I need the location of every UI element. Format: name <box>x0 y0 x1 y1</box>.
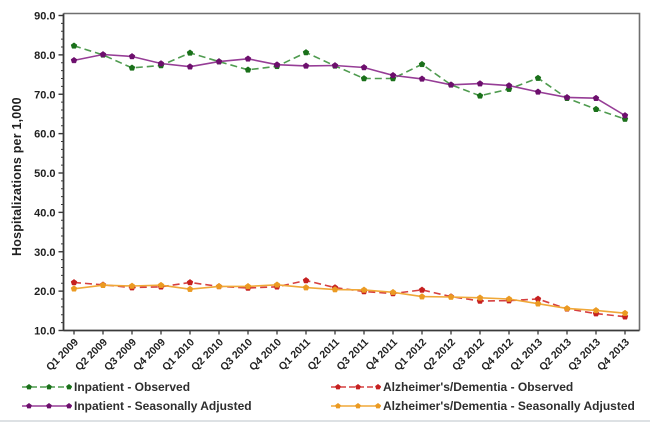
data-point-marker <box>563 93 571 101</box>
legend-swatch-green-dashed-icon <box>22 384 72 390</box>
data-point-marker <box>447 81 455 88</box>
data-point-marker <box>99 51 107 58</box>
svg-text:20.0: 20.0 <box>34 286 55 298</box>
data-point-marker <box>621 309 629 316</box>
legend-label: Inpatient - Seasonally Adjusted <box>74 399 252 413</box>
data-point-marker <box>70 56 78 64</box>
data-point-marker <box>447 293 455 300</box>
data-point-marker <box>360 286 368 293</box>
data-point-marker <box>186 63 194 70</box>
data-point-marker <box>157 60 165 67</box>
svg-text:30.0: 30.0 <box>34 247 55 259</box>
data-point-marker <box>128 64 136 71</box>
data-point-marker <box>476 294 484 301</box>
data-point-marker <box>360 64 368 71</box>
legend-swatch-purple-solid-icon <box>22 403 72 409</box>
legend-label: Alzheimer's/Dementia - Observed <box>383 380 574 394</box>
data-point-marker <box>418 286 426 293</box>
data-point-marker <box>70 42 78 49</box>
axes <box>62 13 640 332</box>
data-point-marker <box>186 285 194 292</box>
data-point-marker <box>186 49 194 56</box>
legend-label: Inpatient - Observed <box>74 380 191 394</box>
data-point-marker <box>128 282 136 289</box>
svg-text:40.0: 40.0 <box>34 207 55 219</box>
data-point-marker <box>273 61 281 68</box>
svg-text:50.0: 50.0 <box>34 168 55 180</box>
data-point-marker <box>186 279 194 286</box>
data-point-marker <box>331 286 339 293</box>
data-point-marker <box>302 277 310 284</box>
legend-swatch-orange-solid-icon <box>331 403 381 409</box>
data-point-marker <box>244 55 252 62</box>
data-point-marker <box>389 71 397 79</box>
data-point-marker <box>273 281 281 288</box>
legend-item-alzheimers-seasonally-adjusted: Alzheimer's/Dementia - Seasonally Adjust… <box>330 398 635 414</box>
data-point-marker <box>592 105 600 112</box>
data-point-marker <box>592 94 600 101</box>
data-point-marker <box>302 49 310 56</box>
data-point-marker <box>331 62 339 69</box>
svg-text:70.0: 70.0 <box>34 89 55 101</box>
data-point-marker <box>418 75 426 82</box>
data-point-marker <box>534 74 542 81</box>
series-inpatient-observed <box>70 42 629 122</box>
legend-item-inpatient-seasonally-adjusted: Inpatient - Seasonally Adjusted <box>21 398 252 414</box>
data-point-marker <box>563 305 571 312</box>
y-axis-title: Hospitalizations per 1,000 <box>10 97 24 256</box>
data-point-marker <box>244 66 252 73</box>
series-alzheimer-s-dementia-seasonally-adjusted <box>70 281 629 316</box>
data-point-marker <box>360 75 368 82</box>
legend-item-inpatient-observed: Inpatient - Observed <box>21 379 190 395</box>
data-point-marker <box>99 281 107 288</box>
data-point-marker <box>302 62 310 69</box>
legend-label: Alzheimer's/Dementia - Seasonally Adjust… <box>383 399 635 413</box>
series-alzheimer-s-dementia-observed <box>70 277 629 320</box>
data-point-marker <box>128 53 136 60</box>
data-point-marker <box>302 284 310 291</box>
series-inpatient-seasonally-adjusted <box>70 51 629 119</box>
legend-swatch-red-dashed-icon <box>331 384 381 390</box>
svg-text:90.0: 90.0 <box>34 11 55 23</box>
data-point-marker <box>621 112 629 119</box>
svg-text:60.0: 60.0 <box>34 129 55 141</box>
data-point-marker <box>389 288 397 296</box>
data-point-marker <box>534 88 542 95</box>
data-point-marker <box>70 285 78 292</box>
y-axis: 10.0 20.0 30.0 40.0 50.0 60.0 70.0 80.0 90.0 <box>34 11 64 338</box>
data-point-marker <box>534 300 542 307</box>
data-point-marker <box>418 60 426 68</box>
svg-text:10.0: 10.0 <box>34 326 55 338</box>
data-point-marker <box>157 281 165 288</box>
data-point-marker <box>476 80 484 87</box>
data-point-marker <box>505 82 513 89</box>
data-point-marker <box>418 293 426 300</box>
data-point-marker <box>70 279 78 286</box>
data-point-marker <box>215 282 223 290</box>
svg-text:80.0: 80.0 <box>34 50 55 62</box>
legend-item-alzheimers-observed: Alzheimer's/Dementia - Observed <box>330 379 573 395</box>
data-point-marker <box>476 92 484 99</box>
svg-text:Q4 2013: Q4 2013 <box>595 336 632 373</box>
data-point-marker <box>505 295 513 302</box>
data-point-marker <box>244 282 252 290</box>
data-point-marker <box>592 307 600 314</box>
data-point-marker <box>215 58 223 65</box>
